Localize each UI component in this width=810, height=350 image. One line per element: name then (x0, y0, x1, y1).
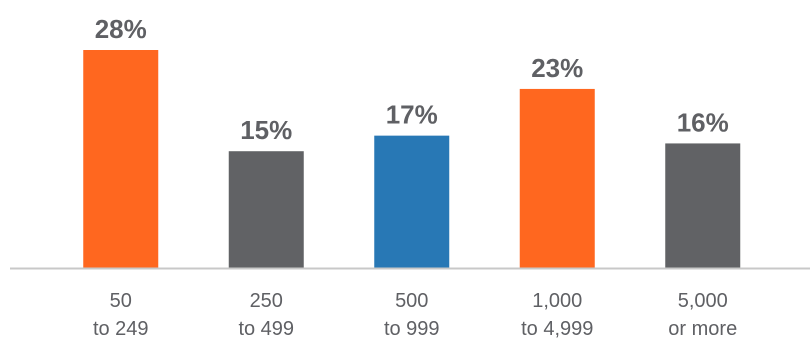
x-tick-label-2-line-0: 500 (395, 290, 428, 312)
x-tick-label-3-line-0: 1,000 (532, 290, 582, 312)
value-label-3: 23% (531, 53, 583, 83)
x-tick-label-4-line-1: or more (668, 318, 737, 340)
value-label-2: 17% (386, 100, 438, 130)
x-tick-label-0-line-0: 50 (110, 290, 132, 312)
bar-1 (228, 151, 304, 268)
value-label-0: 28% (95, 14, 147, 44)
bar-3 (519, 88, 595, 268)
x-tick-label-3-line-1: to 4,999 (521, 318, 593, 340)
bar-4 (665, 143, 741, 268)
x-tick-label-2-line-1: to 999 (384, 318, 440, 340)
bar-group (83, 50, 741, 268)
bar-0 (83, 50, 159, 268)
x-tick-label-1-line-1: to 499 (238, 318, 294, 340)
x-tick-label-4-line-0: 5,000 (678, 290, 728, 312)
bar-2 (374, 135, 450, 268)
value-label-1: 15% (240, 115, 292, 145)
x-tick-label-group: 50 to 249 250 to 499 500 to 999 1,000 to 4,999 5… (93, 290, 737, 340)
value-label-group: 28% 15% 17% 23% 16% (95, 14, 729, 145)
x-tick-label-0-line-1: to 249 (93, 318, 149, 340)
value-label-4: 16% (677, 107, 729, 137)
x-tick-label-1-line-0: 250 (250, 290, 283, 312)
